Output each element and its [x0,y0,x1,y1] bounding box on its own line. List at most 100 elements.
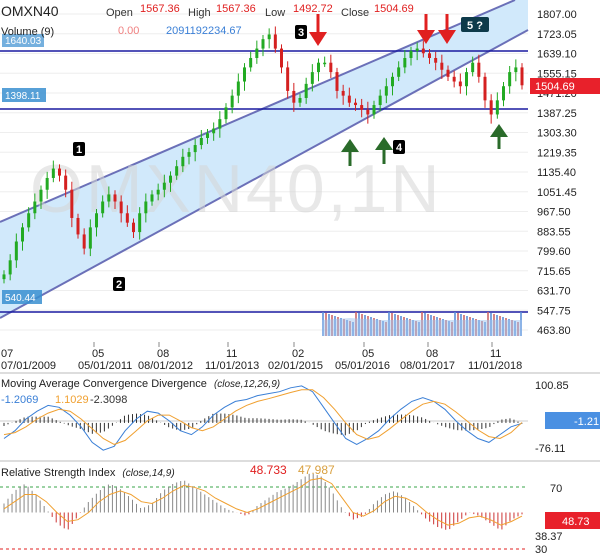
candle-body [224,107,228,120]
candle-body [27,213,31,228]
hist-legend-value: -2.3098 [90,394,127,406]
volume-bars [322,312,522,336]
candle-body [502,86,505,101]
candle-body [236,81,240,96]
volume-value-b: 2091192234.67 [166,25,242,37]
up-arrow-icon [341,139,359,166]
candle-body [119,201,123,214]
volume-label: Volume (9) [1,26,54,38]
close-label: Close [341,7,369,19]
wave-label-2: 2 [113,277,125,291]
up-arrow-icon [490,124,508,149]
macd-tick-bottom: -76.11 [535,443,565,455]
candle-body [292,90,296,103]
candle-body [335,72,339,91]
up-arrow-icon [375,137,393,164]
candle-body [273,34,277,49]
macd-legend-value: -1.2069 [1,394,38,406]
price-tick-label: 967.50 [537,207,571,219]
candle-body [446,69,450,77]
candle-body [21,227,24,242]
candle-body [230,95,234,108]
candle-body [82,234,86,249]
candle-body [378,95,382,106]
date-tick-label: 11 [226,348,237,360]
close-value: 1504.69 [374,3,414,15]
open-value: 1567.36 [140,3,180,15]
rsi-tick-30: 30 [535,544,547,554]
candle-body [409,50,413,58]
volume-area [322,318,522,336]
macd-title: Moving Average Convergence Divergence (c… [1,378,280,390]
macd-panel: Moving Average Convergence Divergence (c… [0,378,600,455]
candle-body [101,201,105,214]
high-label: High [188,7,211,19]
candle-body [33,201,37,214]
candle-body [2,274,6,280]
candle-body [341,90,345,96]
svg-text:540.44: 540.44 [5,293,36,304]
candle-body [286,67,290,91]
line-tag-540: 540.44 [2,290,42,304]
svg-text:4: 4 [396,142,403,154]
date-tick-label: 11/01/2018 [468,360,522,372]
candle-body [329,62,333,73]
macd-line [3,385,523,451]
candle-body [366,109,370,115]
line-tag-1398: 1398.11 [2,88,46,102]
date-tick-label: 02/01/2015 [268,360,323,372]
candle-body [434,57,438,63]
date-axis: 0707/01/20090505/01/20110808/01/20121111… [1,342,522,372]
candle-body [95,213,98,228]
candle-body [243,67,246,82]
down-arrow-icon [309,14,327,46]
rsi-panel: Relative Strength Index (close,14,9) 48.… [0,463,600,554]
svg-text:1: 1 [76,144,82,156]
price-tick-label: 1219.35 [537,147,577,159]
candle-body [280,48,283,68]
candle-body [58,168,61,176]
candle-body [403,57,407,68]
watermark: OMXN40,1N [30,151,442,227]
trend-channel-fill [0,0,528,318]
rsi-signal-legend-value: 47.987 [298,463,335,477]
candle-body [249,57,253,68]
candle-body [162,182,166,190]
price-tick-label: 1807.00 [537,9,577,21]
svg-text:2: 2 [116,279,122,291]
date-tick-label: 05 [362,348,374,360]
price-tick-label: 547.75 [537,305,571,317]
svg-text:-1.21: -1.21 [574,416,599,428]
candle-body [421,48,425,54]
volume-value-a: 0.00 [118,25,139,37]
candle-body [39,189,43,202]
candle-body [384,86,388,96]
symbol-title: OMXN40 [1,3,59,19]
candle-body [218,119,222,129]
rsi-legend-value: 48.733 [250,463,287,477]
candle-body [169,175,172,183]
macd-tick-top: 100.85 [535,380,569,392]
candle-body [304,83,308,98]
candle-body [514,67,518,73]
price-tick-label: 1387.25 [537,108,577,120]
candle-body [495,100,499,115]
candle-body [310,72,314,84]
candle-body [88,227,92,249]
candle-body [76,217,80,235]
candle-body [360,105,364,110]
candle-body [8,260,12,275]
low-value: 1492.72 [293,3,333,15]
candle-body [323,62,327,65]
down-arrow-icon [438,14,456,44]
rsi-bars [3,473,523,530]
date-tick-label: 08/01/2012 [138,360,193,372]
candle-body [181,156,185,167]
candle-body [193,145,197,153]
candle-body [317,62,320,73]
candle-body [489,100,493,115]
candle-body [45,177,49,190]
candle-body [483,76,487,101]
date-tick-label: 11 [490,348,501,360]
